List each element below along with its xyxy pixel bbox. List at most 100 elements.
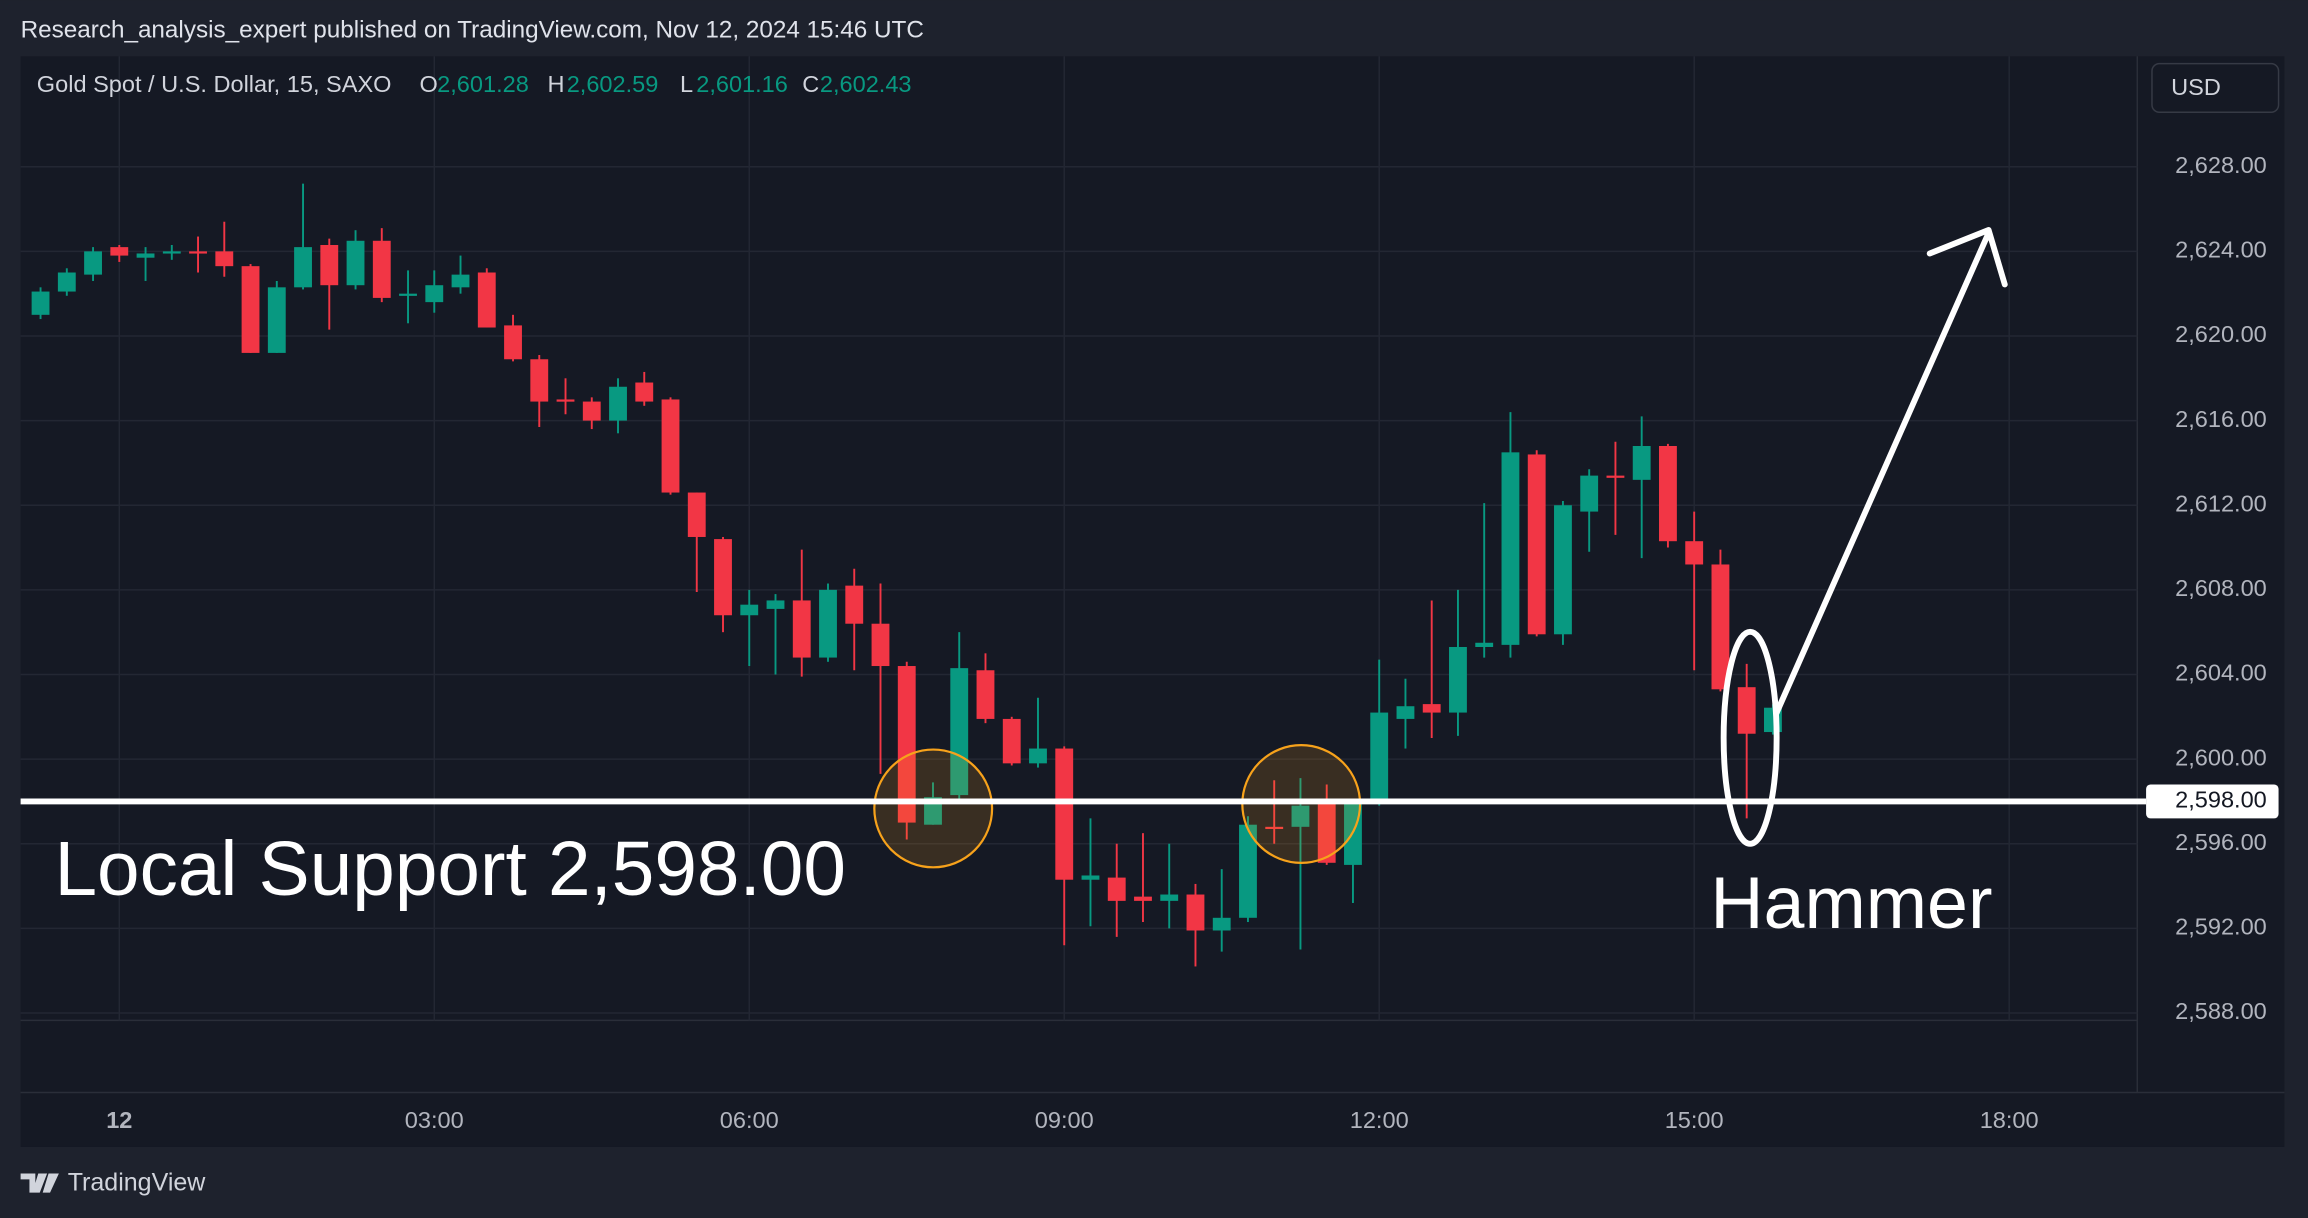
ohlc-label: L [680,71,693,97]
hammer-annotation: Hammer [1710,861,1992,944]
candle-body [819,589,837,658]
candle-body [714,539,732,616]
y-tick-label: 2,596.00 [2175,829,2267,855]
candle-body [1055,748,1074,880]
candle-body [346,240,365,286]
y-tick-label: 2,628.00 [2175,152,2267,178]
ohlc-value: 2,601.28 [437,71,529,97]
x-tick-label: 12:00 [1350,1107,1409,1133]
candle-body [451,274,470,288]
candle-body [425,285,444,303]
support-annotation: Local Support 2,598.00 [54,827,845,912]
candle-body [1711,564,1730,690]
y-tick-label: 2,616.00 [2175,406,2267,432]
y-tick-label: 2,592.00 [2175,914,2267,940]
candle-body [1029,748,1047,764]
candle-body [1554,505,1572,635]
candle-body [897,666,916,823]
candle-body [31,291,50,315]
candle-body [740,604,759,616]
candle-body [1580,475,1599,512]
candle-body [84,251,102,275]
candle-body [215,251,234,267]
candles [31,183,1782,967]
currency-button[interactable] [2151,62,2280,113]
y-tick-label: 2,624.00 [2175,237,2267,263]
x-tick-label: 12 [106,1107,132,1133]
candle-body [1475,642,1494,647]
candle-body [1317,803,1336,863]
candle-body [1212,917,1231,931]
candle-body [582,401,601,421]
candle-body [609,386,627,421]
chart-area [20,56,2285,1147]
published-line: Research_analysis_expert published on Tr… [21,17,924,44]
candle-body [1107,877,1126,901]
candle-body [635,382,654,402]
candle-body [845,585,864,624]
x-tick-label: 15:00 [1665,1107,1724,1133]
y-tick-label: 2,620.00 [2175,321,2267,347]
y-tick-label: 2,612.00 [2175,490,2267,516]
candle-body [372,240,391,298]
ohlc-value: 2,601.16 [696,71,788,97]
y-tick-label: 2,588.00 [2175,998,2267,1024]
ohlc-value: 2,602.43 [820,71,912,97]
candle-body [189,251,207,254]
x-tick-label: 06:00 [720,1107,779,1133]
candle-body [1291,805,1310,827]
hammer-ellipse [1720,628,1780,847]
candle-body [267,287,286,353]
symbol-title: Gold Spot / U.S. Dollar, 15, SAXO [37,71,392,97]
candle-body [1606,475,1625,478]
candle-body [1632,445,1651,480]
candle-body [1501,452,1520,645]
candle-body [1449,646,1467,713]
brand-name: TradingView [68,1168,207,1196]
ohlc-label: O [420,71,438,97]
x-tick-label: 03:00 [405,1107,464,1133]
candle-body [530,359,549,402]
candle-body [661,399,680,493]
candle-body [1370,712,1389,804]
candle-body [1422,704,1441,713]
candle-body [477,272,496,328]
y-tick-label: 2,600.00 [2175,744,2267,770]
support-price-tag [2146,784,2279,819]
candle-body [1239,824,1257,918]
candle-body [162,251,181,254]
arrow [1773,227,2008,716]
y-tick-label: 2,608.00 [2175,575,2267,601]
y-tick-label: 2,604.00 [2175,660,2267,686]
overlay [20,227,2147,869]
candle-body [1186,894,1205,931]
candle-body [294,247,312,288]
ohlc-label: C [802,71,819,97]
candle-body [1265,826,1284,830]
candle-body [871,623,890,667]
candle-body [1002,718,1021,764]
candle-body [1081,875,1100,880]
highlight-circle [873,748,994,869]
grid [20,56,2138,1021]
candle-body [57,272,76,292]
candle-body [766,600,785,609]
candle-body [556,399,575,402]
x-tick-label: 09:00 [1035,1107,1094,1133]
candle-body [136,253,155,258]
candle-body [399,293,417,296]
candle-body [1659,445,1677,542]
candle-body [504,325,522,360]
candle-body [241,266,260,353]
candle-body [1134,896,1152,901]
candle-body [976,670,995,719]
brand-logo [20,1173,59,1193]
candle-body [1396,706,1415,719]
support-price-label: 2,598.00 [2175,787,2267,813]
x-tick-label: 18:00 [1980,1107,2039,1133]
candle-body [110,247,129,256]
currency-label[interactable]: USD [2171,74,2221,100]
candle-body [950,668,969,796]
